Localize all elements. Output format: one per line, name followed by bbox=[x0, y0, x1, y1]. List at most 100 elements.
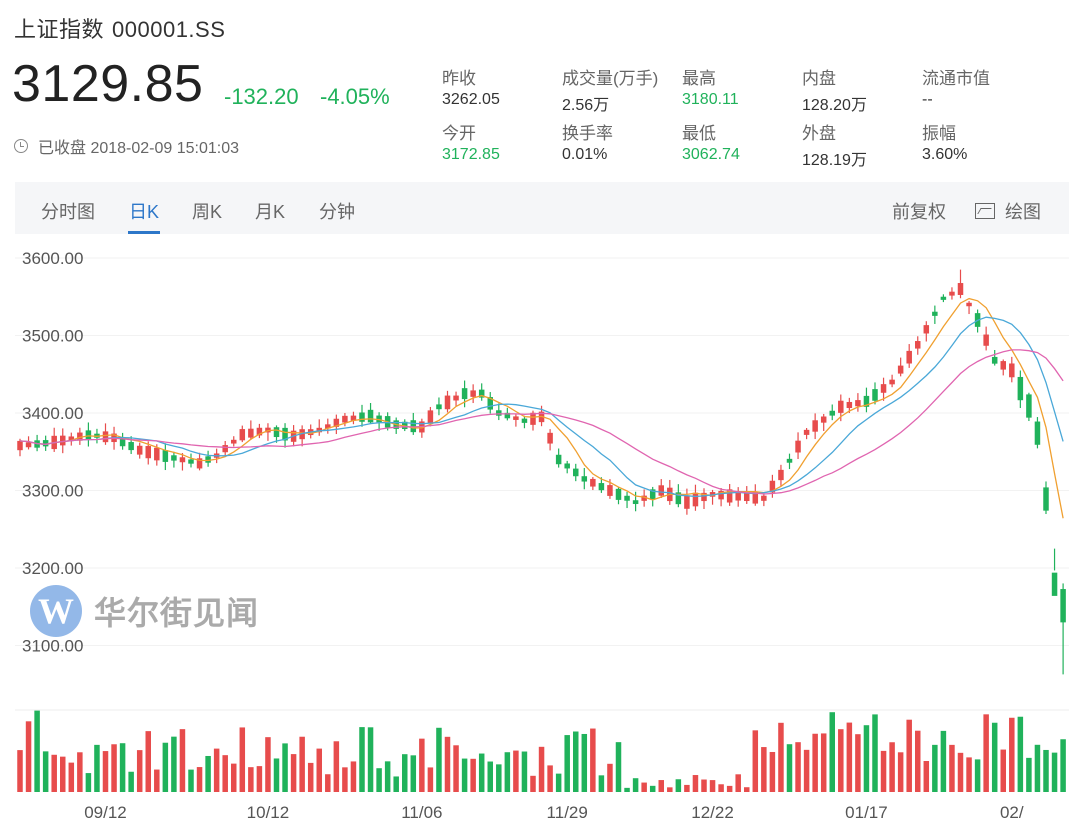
volume-bar bbox=[786, 744, 793, 792]
candle-body bbox=[778, 469, 784, 481]
volume-bar bbox=[42, 751, 49, 792]
volume-bar bbox=[1017, 716, 1024, 792]
volume-bar bbox=[957, 752, 964, 792]
candle-body bbox=[17, 440, 23, 451]
chart-drawing-icon bbox=[975, 203, 995, 219]
tab-weekly-k[interactable]: 周K bbox=[192, 202, 223, 222]
candle-body bbox=[171, 455, 177, 461]
volume-bar bbox=[735, 774, 741, 792]
volume-bar bbox=[1009, 717, 1015, 792]
volume-bar bbox=[453, 745, 459, 792]
tab-intraday[interactable]: 分时图 bbox=[41, 202, 95, 222]
volume-bar bbox=[444, 736, 451, 792]
stat-value: 128.20万 bbox=[802, 97, 867, 114]
stat-value: -- bbox=[922, 91, 933, 108]
candle-body bbox=[649, 489, 656, 500]
candle-body bbox=[692, 492, 699, 507]
candle-body bbox=[761, 495, 767, 501]
candle-body bbox=[726, 489, 733, 503]
volume-bar bbox=[718, 784, 724, 792]
y-tick-label: 3200.00 bbox=[22, 559, 83, 578]
candle-body bbox=[855, 400, 861, 407]
candle-body bbox=[256, 427, 263, 436]
volume-bar bbox=[222, 755, 228, 792]
candle-body bbox=[564, 463, 570, 469]
volume-bar bbox=[940, 730, 947, 792]
volume-bar bbox=[470, 758, 476, 792]
adjust-button[interactable]: 前复权 bbox=[892, 202, 946, 222]
volume-bar bbox=[889, 742, 895, 792]
tab-daily-k[interactable]: 日K bbox=[129, 202, 160, 222]
candle-body bbox=[555, 454, 562, 465]
volume-bar bbox=[632, 778, 639, 792]
stat-label: 今开 bbox=[442, 124, 476, 143]
stock-title: 上证指数 000001.SS bbox=[14, 12, 225, 44]
volume-bar bbox=[376, 768, 382, 792]
x-tick-label: 11/29 bbox=[547, 803, 588, 822]
candle-body bbox=[154, 447, 160, 461]
candle-body bbox=[991, 356, 998, 364]
volume-bar bbox=[282, 743, 288, 792]
volume-bar bbox=[1000, 749, 1006, 792]
candle-body bbox=[752, 491, 759, 504]
volume-bar bbox=[436, 727, 442, 792]
volume-bar bbox=[111, 744, 117, 792]
volume-bar bbox=[17, 750, 23, 792]
volume-bar bbox=[213, 748, 220, 792]
volume-bar bbox=[658, 780, 664, 792]
candle-body bbox=[795, 440, 801, 453]
volume-bar bbox=[461, 758, 468, 792]
volume-bar bbox=[136, 750, 143, 792]
volume-bar bbox=[410, 755, 417, 792]
volume-bar bbox=[402, 754, 408, 792]
tab-monthly-k[interactable]: 月K bbox=[255, 202, 286, 222]
volume-bar bbox=[667, 787, 673, 792]
volume-bar bbox=[102, 751, 109, 792]
volume-bar bbox=[932, 744, 938, 792]
volume-bar bbox=[85, 773, 92, 792]
volume-bar bbox=[290, 754, 297, 792]
volume-bar bbox=[872, 714, 878, 792]
stat-value: 0.01% bbox=[562, 146, 608, 163]
candle-body bbox=[1051, 572, 1058, 596]
x-tick-label: 09/12 bbox=[84, 803, 127, 822]
candle-body bbox=[128, 442, 134, 451]
volume-bar bbox=[692, 775, 699, 792]
candle-body bbox=[461, 388, 468, 400]
candle-body bbox=[367, 409, 374, 423]
stat-label: 换手率 bbox=[562, 124, 613, 143]
candle-body bbox=[478, 389, 485, 398]
watermark-logo-icon: W bbox=[30, 585, 82, 637]
volume-bar bbox=[709, 780, 716, 792]
volume-bar bbox=[915, 730, 921, 792]
candle-body bbox=[145, 446, 151, 459]
volume-bar bbox=[248, 767, 254, 792]
volume-bar bbox=[393, 776, 399, 792]
volume-bar bbox=[513, 750, 519, 792]
volume-bar bbox=[504, 752, 511, 792]
volume-bar bbox=[384, 761, 391, 792]
stat-value: 3062.74 bbox=[682, 146, 740, 163]
stat-label: 内盘 bbox=[802, 69, 836, 88]
volume-bar bbox=[855, 734, 861, 792]
candle-body bbox=[521, 418, 528, 423]
draw-button[interactable]: 绘图 bbox=[975, 198, 1041, 224]
candle-body bbox=[453, 395, 459, 401]
volume-bar bbox=[991, 722, 998, 792]
candle-body bbox=[162, 450, 169, 462]
draw-button-label: 绘图 bbox=[1005, 202, 1041, 222]
candle-body bbox=[1017, 376, 1024, 401]
volume-bar bbox=[419, 738, 425, 792]
volume-bar bbox=[205, 755, 211, 792]
candle-body bbox=[966, 302, 972, 307]
volume-bar bbox=[1034, 744, 1041, 792]
candle-body bbox=[77, 432, 83, 441]
volume-bar bbox=[624, 787, 630, 792]
candle-body bbox=[906, 350, 912, 364]
tab-minute[interactable]: 分钟 bbox=[319, 202, 355, 222]
volume-bar bbox=[299, 736, 305, 792]
stat-label: 流通市值 bbox=[922, 69, 990, 88]
volume-bar bbox=[555, 773, 562, 792]
volume-bar bbox=[487, 761, 493, 792]
candle-body bbox=[786, 458, 793, 463]
